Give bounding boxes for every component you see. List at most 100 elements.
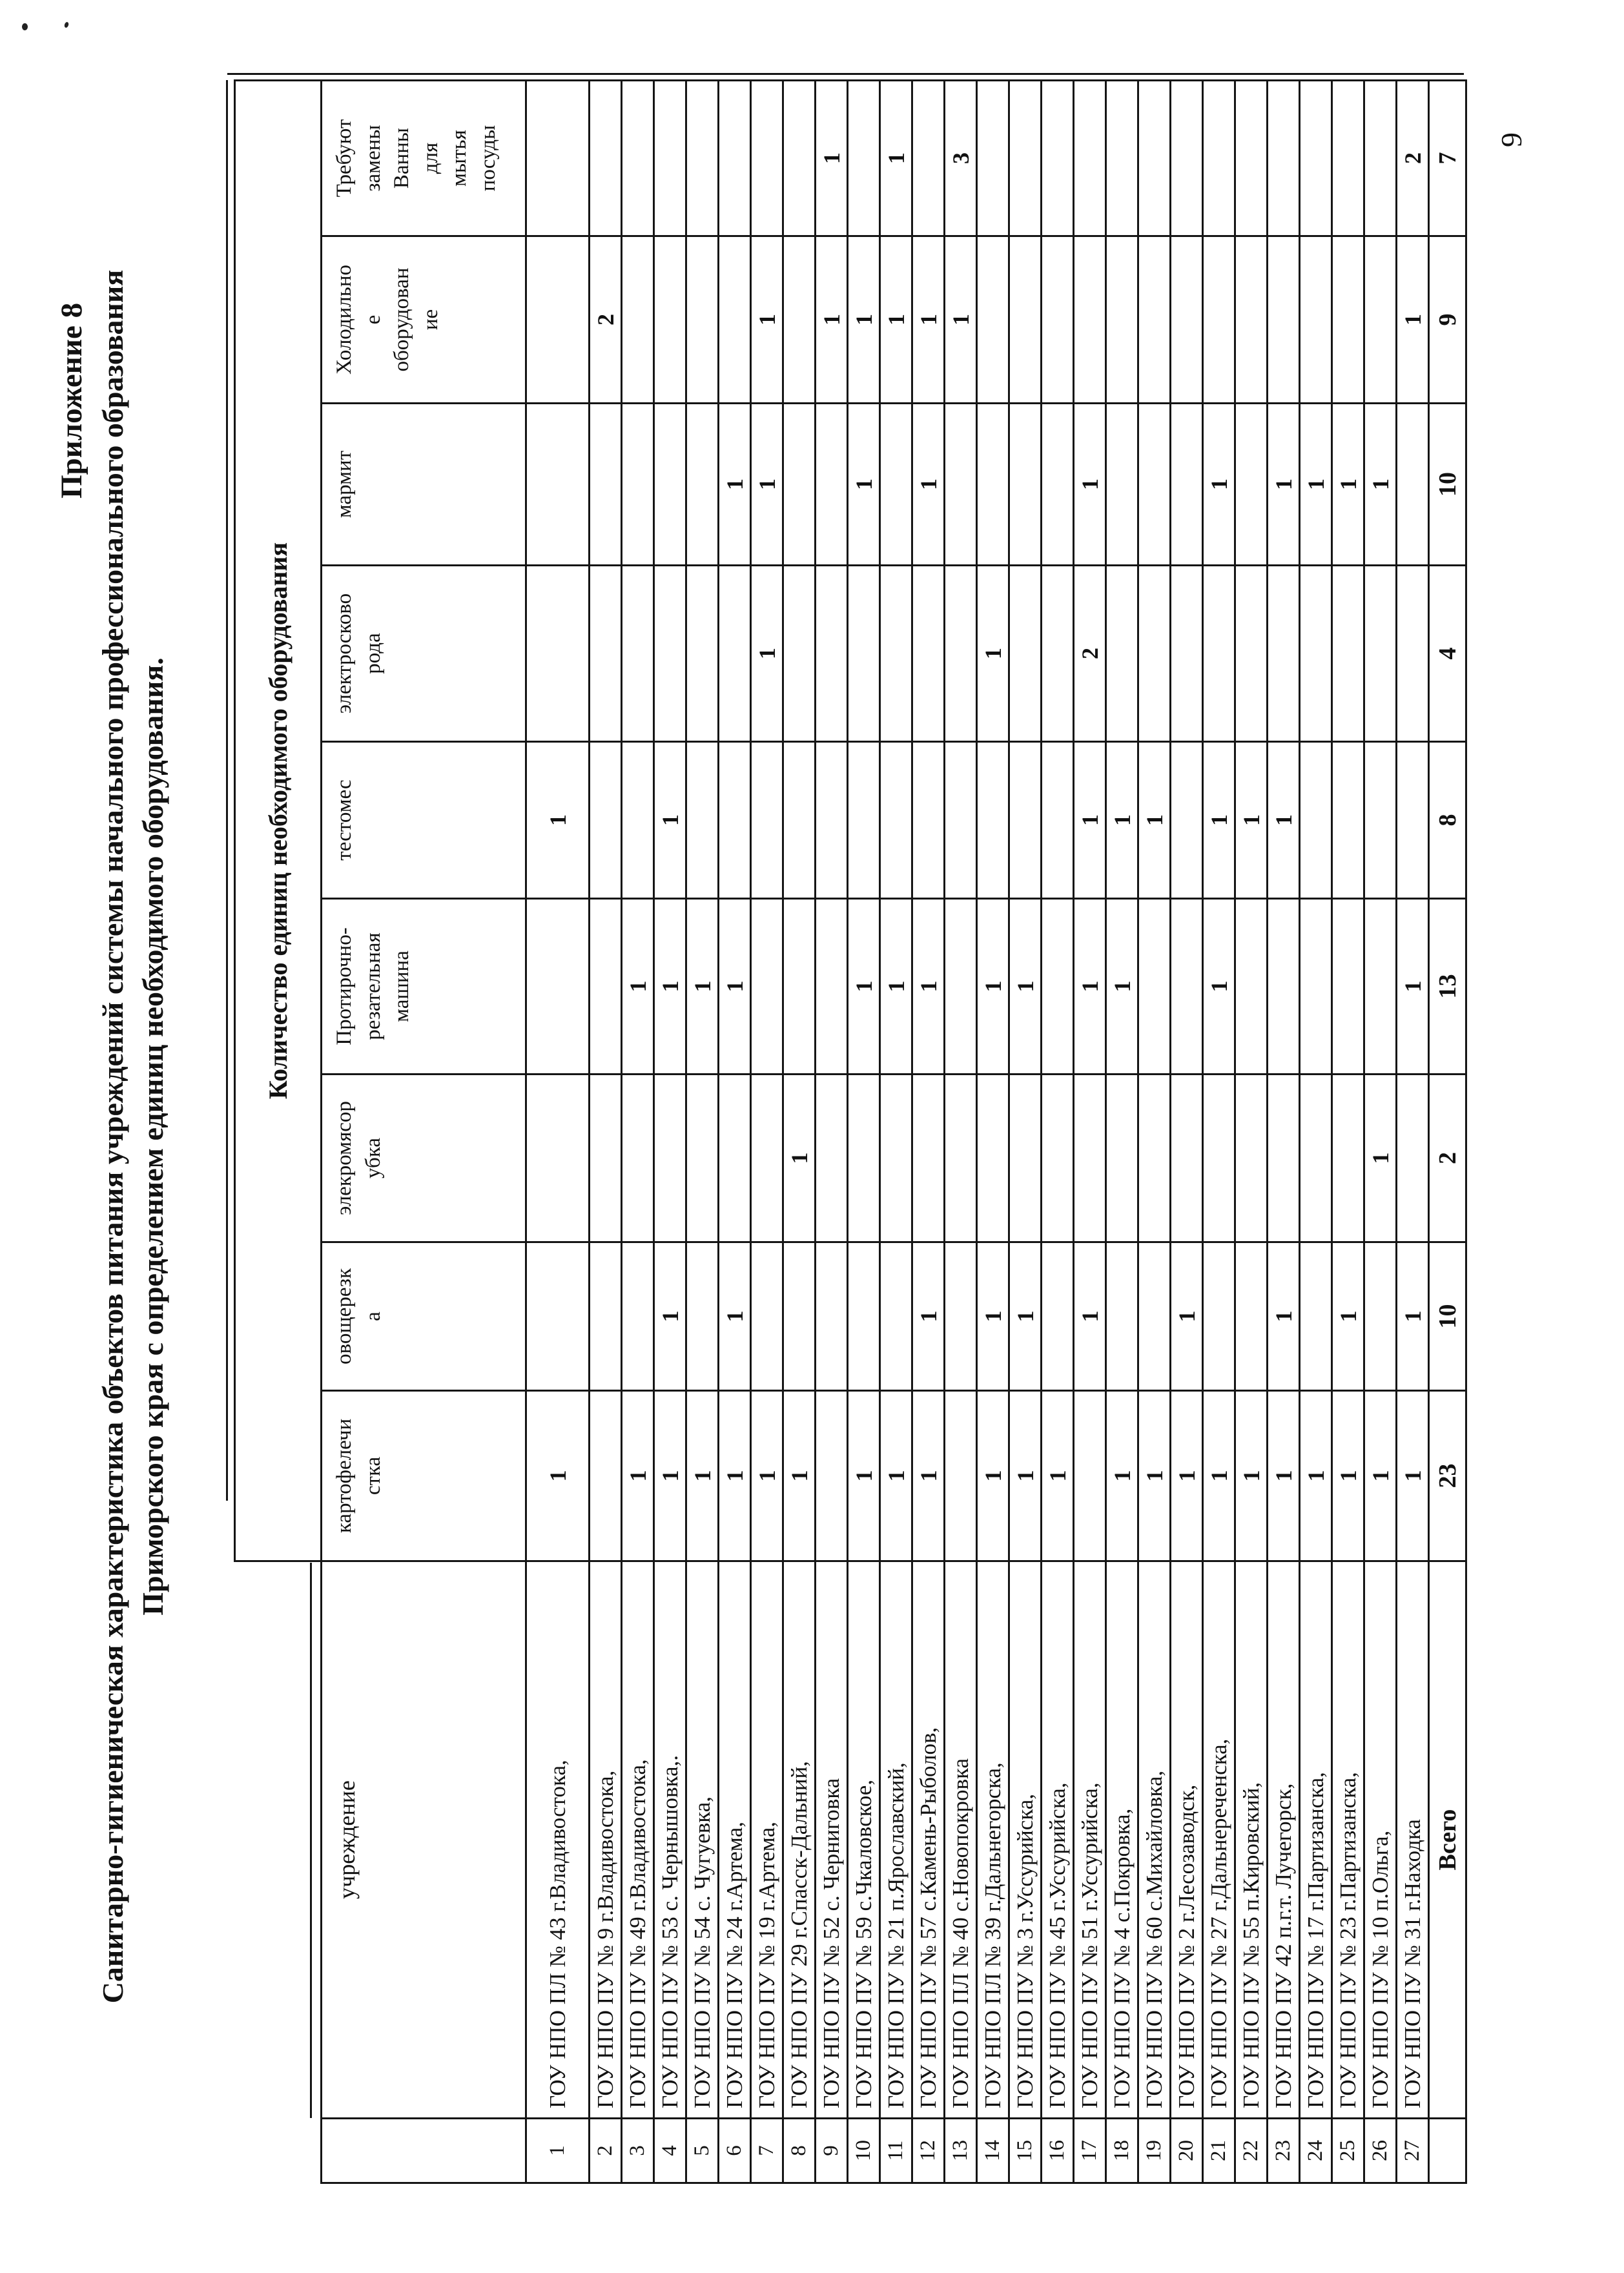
- institution-name: ГОУ НПО ПУ № 57 с.Камень-Рыболов,: [912, 1561, 945, 2119]
- value-electric-frying-pan: [1396, 565, 1429, 742]
- table-row: 23 ГОУ НПО ПУ 42 п.г.т. Лучегорск, 1 1 1…: [1267, 80, 1300, 2183]
- value-potato-peeler: 1: [718, 1390, 751, 1561]
- value-electric-frying-pan: [1105, 565, 1138, 742]
- value-dishwashing-baths: [718, 80, 751, 236]
- value-dishwashing-baths: [1364, 80, 1397, 236]
- value-meat-grinder: [879, 1074, 912, 1242]
- row-number: 7: [750, 2118, 783, 2183]
- value-dough-mixer: [718, 741, 751, 899]
- value-bain-marie: 1: [912, 403, 945, 566]
- value-bain-marie: [944, 403, 977, 566]
- value-dough-mixer: 1: [653, 741, 686, 899]
- value-meat-grinder: 1: [783, 1074, 816, 1242]
- document-title-line-1: Санитарно-гигиеническая характеристика о…: [96, 269, 129, 2004]
- value-rubbing-cutting-machine: [1299, 898, 1332, 1075]
- value-meat-grinder: [589, 1074, 622, 1242]
- value-electric-frying-pan: [1235, 565, 1268, 742]
- row-number: 26: [1364, 2118, 1397, 2183]
- value-meat-grinder: [847, 1074, 880, 1242]
- value-electric-frying-pan: 4: [1428, 565, 1466, 742]
- value-potato-peeler: 1: [686, 1390, 719, 1561]
- page-number: 9: [1495, 132, 1528, 147]
- value-meat-grinder: [1138, 1074, 1171, 1242]
- institution-name: ГОУ НПО ПЛ № 43 г.Владивостока,: [526, 1561, 590, 2119]
- value-refrigeration-equipment: [783, 236, 816, 404]
- value-dishwashing-baths: 1: [815, 80, 848, 236]
- value-potato-peeler: 1: [526, 1390, 590, 1561]
- value-dough-mixer: [815, 741, 848, 899]
- value-refrigeration-equipment: [653, 236, 686, 404]
- value-potato-peeler: 1: [783, 1390, 816, 1561]
- row-number: 4: [653, 2118, 686, 2183]
- value-refrigeration-equipment: [1267, 236, 1300, 404]
- institution-name: ГОУ НПО ПУ № 59 с.Чкаловское,: [847, 1561, 880, 2119]
- table-row: 2 ГОУ НПО ПУ № 9 г.Владивостока, 2: [589, 80, 622, 2183]
- value-electric-frying-pan: [1202, 565, 1235, 742]
- col-header-meat-grinder: элекромясор убка: [321, 1074, 526, 1242]
- col-header-refrigeration-equipment: Холодильно е оборудован ие: [321, 236, 526, 404]
- value-bain-marie: [976, 403, 1009, 566]
- document-title-line-2: Приморского края с определением единиц н…: [136, 657, 169, 1616]
- value-refrigeration-equipment: [1202, 236, 1235, 404]
- value-bain-marie: 1: [1073, 403, 1106, 566]
- institution-name: ГОУ НПО ПУ № 49 г.Владивостока,: [621, 1561, 654, 2119]
- value-dishwashing-baths: [1267, 80, 1300, 236]
- value-dishwashing-baths: 1: [879, 80, 912, 236]
- value-electric-frying-pan: [718, 565, 751, 742]
- table-row: 16 ГОУ НПО ПУ № 45 г.Уссурийска, 1: [1041, 80, 1074, 2183]
- value-potato-peeler: 1: [976, 1390, 1009, 1561]
- value-electric-frying-pan: [653, 565, 686, 742]
- value-electric-frying-pan: [621, 565, 654, 742]
- table-row: 12 ГОУ НПО ПУ № 57 с.Камень-Рыболов, 1 1…: [912, 80, 945, 2183]
- value-vegetable-cutter: [944, 1242, 977, 1391]
- row-number: 12: [912, 2118, 945, 2183]
- value-meat-grinder: [1041, 1074, 1074, 1242]
- value-potato-peeler: 1: [1267, 1390, 1300, 1561]
- col-header-electric-frying-pan: электросково рода: [321, 565, 526, 742]
- value-potato-peeler: 1: [1138, 1390, 1171, 1561]
- value-vegetable-cutter: [815, 1242, 848, 1391]
- value-refrigeration-equipment: [686, 236, 719, 404]
- table-row: 22 ГОУ НПО ПУ № 55 п.Кировский, 1 1: [1235, 80, 1268, 2183]
- institution-name: ГОУ НПО ПУ № 17 г.Партизанска,: [1299, 1561, 1332, 2119]
- row-number: 16: [1041, 2118, 1074, 2183]
- value-refrigeration-equipment: [1170, 236, 1203, 404]
- value-electric-frying-pan: [1267, 565, 1300, 742]
- value-dough-mixer: [686, 741, 719, 899]
- value-vegetable-cutter: 1: [1073, 1242, 1106, 1391]
- value-meat-grinder: [976, 1074, 1009, 1242]
- value-electric-frying-pan: 1: [976, 565, 1009, 742]
- value-bain-marie: 1: [1364, 403, 1397, 566]
- value-refrigeration-equipment: [718, 236, 751, 404]
- row-number: 19: [1138, 2118, 1171, 2183]
- value-rubbing-cutting-machine: 13: [1428, 898, 1466, 1075]
- row-number: 2: [589, 2118, 622, 2183]
- value-vegetable-cutter: 1: [1331, 1242, 1364, 1391]
- value-rubbing-cutting-machine: 1: [686, 898, 719, 1075]
- value-rubbing-cutting-machine: 1: [1073, 898, 1106, 1075]
- value-potato-peeler: 1: [1331, 1390, 1364, 1561]
- table-row: 7 ГОУ НПО ПУ № 19 г.Артема, 1 1 1 1: [750, 80, 783, 2183]
- table-row: 11 ГОУ НПО ПУ № 21 п.Ярославский, 1 1 1 …: [879, 80, 912, 2183]
- value-bain-marie: 1: [1202, 403, 1235, 566]
- table-row: 19 ГОУ НПО ПУ № 60 с.Михайловка, 1 1: [1138, 80, 1171, 2183]
- institution-name: ГОУ НПО ПУ № 60 с.Михайловка,: [1138, 1561, 1171, 2119]
- value-bain-marie: 1: [847, 403, 880, 566]
- value-dishwashing-baths: [1105, 80, 1138, 236]
- value-meat-grinder: [1170, 1074, 1203, 1242]
- institution-name: ГОУ НПО ПУ № 9 г.Владивостока,: [589, 1561, 622, 2119]
- value-potato-peeler: 23: [1428, 1390, 1466, 1561]
- col-header-rubbing-cutting-machine: Протирочно- резательная машина: [321, 898, 526, 1075]
- value-meat-grinder: 2: [1428, 1074, 1466, 1242]
- value-dough-mixer: 1: [1235, 741, 1268, 899]
- value-dough-mixer: 1: [1267, 741, 1300, 899]
- value-rubbing-cutting-machine: [1364, 898, 1397, 1075]
- row-number: 15: [1009, 2118, 1042, 2183]
- value-dough-mixer: [750, 741, 783, 899]
- col-header-vegetable-cutter: овощерезк а: [321, 1242, 526, 1391]
- value-potato-peeler: 1: [847, 1390, 880, 1561]
- value-bain-marie: 1: [718, 403, 751, 566]
- value-bain-marie: [621, 403, 654, 566]
- value-dough-mixer: [879, 741, 912, 899]
